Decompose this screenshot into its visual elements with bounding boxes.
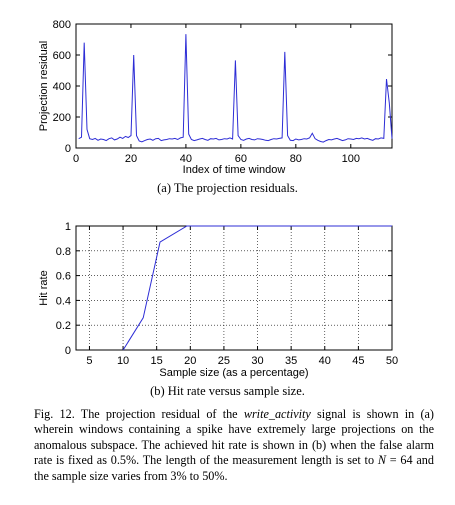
y-tick-label: 0.4 [56,295,71,307]
x-tick-label: 40 [319,355,331,367]
x-tick-label: 100 [342,153,360,165]
hit-rate-series-line [122,225,392,351]
y-tick-label: 600 [53,50,71,62]
x-tick-label: 5 [86,355,92,367]
y-tick-label: 200 [53,112,71,124]
hit-rate-chart: 5 10 15 20 25 30 35 40 45 50 0 0.2 0.4 0.6 0.8 1 Sample… [38,221,398,379]
subcaption-b: (b) Hit rate versus sample size. [150,384,305,398]
caption-n-symbol: N [377,453,386,468]
residual-series-line [78,34,393,143]
y-axis-label-a: Projection residual [38,41,50,132]
x-tick-label: 60 [235,153,247,165]
x-tick-label: 20 [184,355,196,367]
caption-lead: Fig. 12. The projection residual of the [34,407,244,421]
x-tick-label: 10 [117,355,129,367]
y-tick-label: 0 [65,345,71,357]
x-tick-label: 80 [290,153,302,165]
y-tick-label: 400 [53,81,71,93]
subcaption-a: (a) The projection residuals. [157,181,298,195]
caption-body: signal is shown in (a) wherein windows c… [34,407,434,468]
x-axis-label-b: Sample size (as a percentage) [159,367,308,379]
x-tick-label: 30 [251,355,263,367]
y-tick-label: 0.8 [56,246,71,258]
y-tick-label: 800 [53,19,71,31]
figure-caption: Fig. 12. The projection residual of the … [34,407,434,484]
x-tick-label: 50 [386,355,398,367]
caption-signal-name: write_activity [243,407,311,421]
x-axis-label-a: Index of time window [183,164,286,176]
x-tick-label: 0 [73,153,79,165]
projection-residual-chart: 0 20 40 60 80 100 0 200 400 600 800 Index of time … [38,19,393,176]
x-tick-label: 20 [125,153,137,165]
y-tick-label: 0.6 [56,271,71,283]
x-tick-label: 45 [352,355,364,367]
y-axis-label-b: Hit rate [38,270,50,305]
caption-tail: = 64 and the sample size varies from 3% … [34,453,434,483]
x-tick-label: 25 [218,355,230,367]
y-tick-label: 0 [65,143,71,155]
y-tick-label: 1 [65,221,71,233]
x-tick-label: 15 [151,355,163,367]
x-tick-label: 35 [285,355,297,367]
y-tick-label: 0.2 [56,320,71,332]
plot-frame-b [75,225,393,351]
x-tick-label: 40 [180,153,192,165]
